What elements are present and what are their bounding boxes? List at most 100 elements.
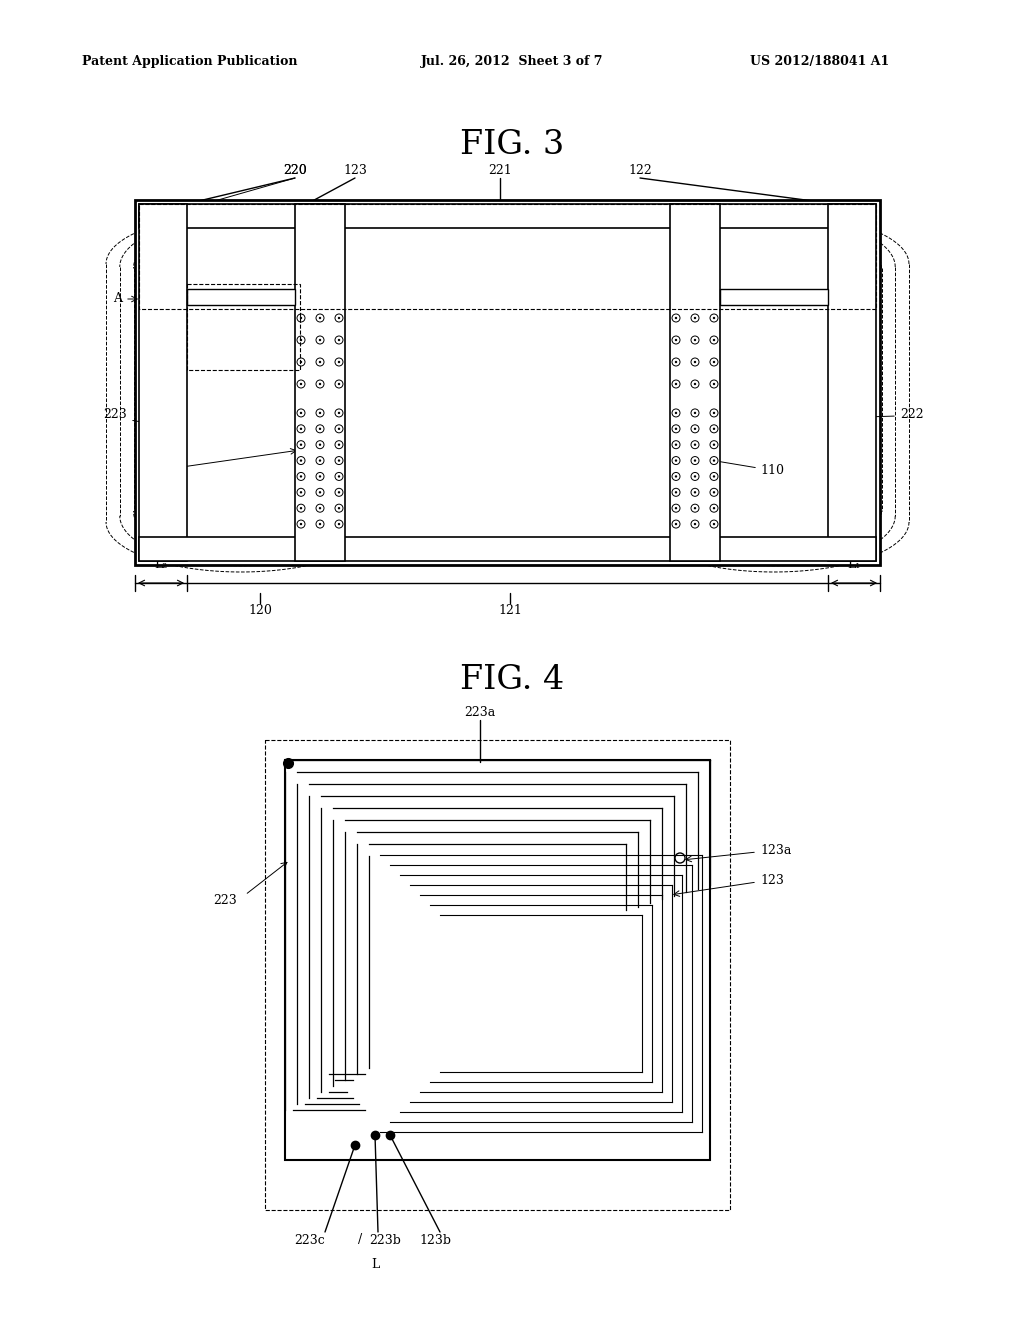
Circle shape	[675, 459, 677, 462]
Text: L: L	[371, 1258, 379, 1271]
Circle shape	[300, 523, 302, 525]
Circle shape	[318, 523, 322, 525]
Text: FIG. 4: FIG. 4	[460, 664, 564, 696]
Circle shape	[675, 475, 677, 478]
Circle shape	[318, 475, 322, 478]
Text: 122: 122	[628, 164, 652, 177]
Text: A: A	[114, 293, 123, 305]
Circle shape	[300, 507, 302, 510]
Circle shape	[675, 444, 677, 446]
Text: 120: 120	[248, 603, 272, 616]
Circle shape	[318, 428, 322, 430]
Text: 222: 222	[900, 408, 924, 421]
Circle shape	[694, 475, 696, 478]
Circle shape	[338, 383, 340, 385]
Text: /: /	[357, 1233, 362, 1246]
Circle shape	[713, 507, 715, 510]
Bar	[139, 205, 876, 309]
Bar	[828, 205, 876, 561]
Circle shape	[675, 339, 677, 341]
Circle shape	[694, 383, 696, 385]
Circle shape	[300, 317, 302, 319]
Text: FIG. 3: FIG. 3	[460, 129, 564, 161]
Text: Patent Application Publication: Patent Application Publication	[82, 55, 298, 69]
Circle shape	[694, 507, 696, 510]
Circle shape	[694, 412, 696, 414]
Text: 110: 110	[760, 463, 784, 477]
Circle shape	[338, 475, 340, 478]
Circle shape	[713, 383, 715, 385]
Text: 123: 123	[343, 164, 367, 177]
Circle shape	[318, 339, 322, 341]
Bar	[139, 537, 876, 561]
Bar	[135, 201, 880, 565]
Circle shape	[338, 444, 340, 446]
Text: Jul. 26, 2012  Sheet 3 of 7: Jul. 26, 2012 Sheet 3 of 7	[421, 55, 603, 69]
Text: 223: 223	[103, 408, 127, 421]
Circle shape	[694, 459, 696, 462]
Circle shape	[675, 383, 677, 385]
Circle shape	[675, 491, 677, 494]
Circle shape	[675, 507, 677, 510]
Bar	[295, 205, 345, 561]
Circle shape	[713, 317, 715, 319]
Circle shape	[713, 523, 715, 525]
Text: 220: 220	[283, 164, 307, 177]
Circle shape	[694, 523, 696, 525]
Text: 123a: 123a	[760, 843, 792, 857]
Text: L₂: L₂	[155, 558, 168, 572]
Circle shape	[300, 339, 302, 341]
Circle shape	[338, 339, 340, 341]
Text: 220: 220	[283, 164, 307, 177]
Circle shape	[300, 491, 302, 494]
Circle shape	[713, 360, 715, 363]
Circle shape	[694, 360, 696, 363]
Circle shape	[694, 339, 696, 341]
Circle shape	[713, 412, 715, 414]
Text: 223c: 223c	[295, 1233, 326, 1246]
Circle shape	[338, 491, 340, 494]
Circle shape	[713, 459, 715, 462]
Circle shape	[318, 444, 322, 446]
Text: L₁: L₁	[848, 558, 860, 572]
Bar	[139, 205, 187, 561]
Circle shape	[318, 317, 322, 319]
Circle shape	[318, 491, 322, 494]
Circle shape	[694, 444, 696, 446]
Circle shape	[300, 475, 302, 478]
Circle shape	[300, 360, 302, 363]
Circle shape	[338, 507, 340, 510]
Circle shape	[318, 412, 322, 414]
Circle shape	[694, 428, 696, 430]
Text: 223b: 223b	[369, 1233, 401, 1246]
Circle shape	[338, 360, 340, 363]
Circle shape	[713, 475, 715, 478]
Circle shape	[675, 317, 677, 319]
Bar	[187, 284, 300, 370]
Bar	[670, 205, 720, 561]
Circle shape	[713, 428, 715, 430]
Bar	[720, 289, 828, 305]
Circle shape	[675, 523, 677, 525]
Circle shape	[300, 428, 302, 430]
Circle shape	[318, 383, 322, 385]
Text: 123: 123	[760, 874, 784, 887]
Circle shape	[338, 428, 340, 430]
Text: 223a: 223a	[464, 705, 496, 718]
Text: 210: 210	[138, 463, 162, 477]
Text: 123b: 123b	[419, 1233, 451, 1246]
Circle shape	[713, 444, 715, 446]
Circle shape	[300, 383, 302, 385]
Circle shape	[713, 339, 715, 341]
Bar	[285, 760, 710, 1160]
Bar	[187, 289, 295, 305]
Bar	[265, 741, 730, 1210]
Bar	[139, 205, 876, 228]
Circle shape	[318, 360, 322, 363]
Circle shape	[338, 523, 340, 525]
Text: 223: 223	[213, 894, 237, 907]
Circle shape	[713, 491, 715, 494]
Circle shape	[300, 459, 302, 462]
Circle shape	[338, 459, 340, 462]
Circle shape	[694, 317, 696, 319]
